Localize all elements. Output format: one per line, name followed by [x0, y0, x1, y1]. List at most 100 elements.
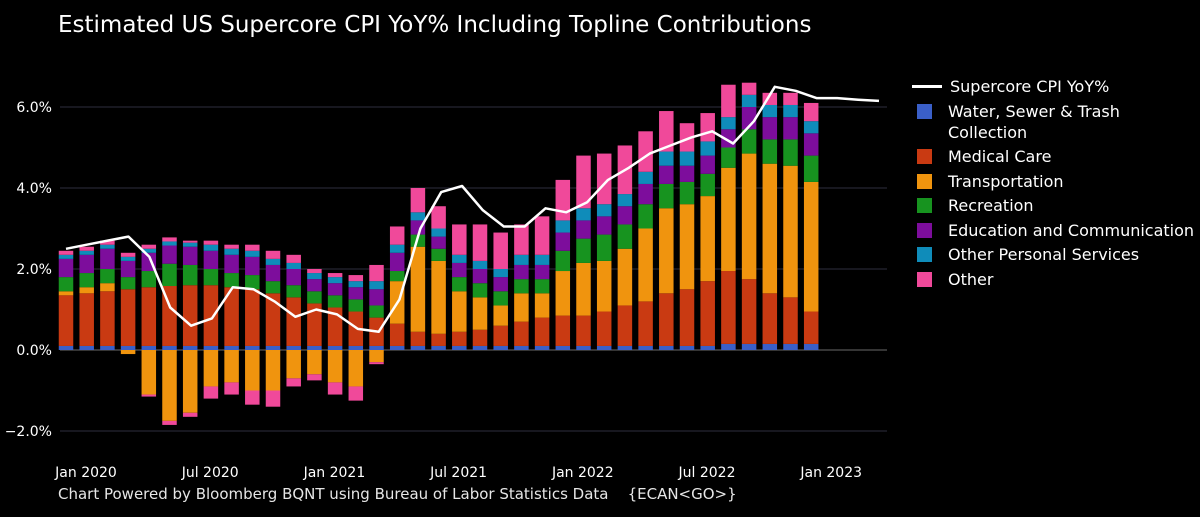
bar-segment — [182, 350, 198, 413]
bar-segment-other-negative — [203, 386, 219, 399]
bar-segment — [245, 289, 260, 346]
legend-entry[interactable]: Education and Communication — [912, 220, 1197, 241]
legend-entry-supercore[interactable]: Supercore CPI YoY% — [912, 76, 1197, 97]
bar-segment — [762, 139, 778, 164]
bar-segment — [803, 343, 819, 350]
bar-segment — [245, 350, 260, 391]
bar-segment — [617, 224, 633, 249]
bar-segment — [348, 350, 364, 387]
bar-segment — [224, 350, 239, 383]
y-tick-label: −2.0% — [5, 424, 52, 440]
bar-segment — [576, 155, 591, 209]
bar-segment — [783, 104, 798, 118]
bar-segment — [803, 102, 819, 122]
bar-segment — [162, 345, 177, 350]
bar-segment — [721, 343, 736, 350]
bar-segment — [493, 305, 508, 326]
bar-segment — [617, 305, 633, 346]
bar-segment — [224, 345, 239, 350]
bar-segment — [452, 277, 467, 292]
bar-segment — [576, 315, 591, 346]
bar-segment — [679, 123, 695, 152]
bar-segment — [741, 279, 757, 344]
bar-stack — [431, 206, 446, 350]
legend-line-swatch — [912, 85, 942, 88]
bar-segment — [596, 216, 612, 235]
bar-segment — [472, 260, 488, 269]
legend-entry[interactable]: Transportation — [912, 171, 1197, 192]
y-axis: −2.0% 0.0% 2.0% 4.0% 6.0% — [5, 100, 52, 440]
legend-entry[interactable]: Other — [912, 269, 1197, 290]
y-tick-label: 4.0% — [16, 181, 52, 197]
bar-segment — [514, 321, 529, 346]
bar-stack — [327, 273, 343, 395]
bar-segment — [638, 171, 653, 184]
bar-segment — [576, 345, 591, 350]
bar-segment — [659, 111, 674, 152]
bar-segment — [576, 238, 591, 263]
footnote: Chart Powered by Bloomberg BQNT using Bu… — [58, 485, 737, 503]
bar-stack — [58, 250, 74, 350]
bar-segment — [79, 250, 94, 255]
bar-segment — [245, 256, 260, 276]
bar-segment — [452, 291, 467, 332]
bar-segment — [721, 271, 736, 344]
legend-color-swatch — [917, 173, 932, 189]
bar-segment — [700, 173, 715, 197]
bar-stack — [514, 224, 529, 350]
bar-segment — [638, 345, 653, 350]
bar-stack — [638, 131, 653, 350]
bar-segment — [203, 250, 219, 269]
bar-segment-other-negative — [224, 382, 239, 395]
bar-segment — [596, 260, 612, 312]
bar-segment — [369, 281, 384, 290]
bar-segment — [389, 226, 405, 245]
bar-segment — [617, 345, 633, 350]
bar-segment — [431, 228, 446, 237]
bar-segment — [203, 350, 219, 387]
bar-segment — [721, 167, 736, 272]
bar-segment — [182, 240, 198, 243]
bar-segment — [58, 277, 74, 292]
bar-segment — [452, 224, 467, 255]
bar-segment — [327, 350, 343, 383]
bar-segment — [100, 244, 115, 249]
bar-segment — [224, 244, 239, 249]
bar-segment — [452, 331, 467, 346]
bar-segment — [514, 254, 529, 265]
bar-segment — [327, 283, 343, 296]
legend-entry[interactable]: Medical Care — [912, 146, 1197, 167]
bar-segment — [286, 254, 301, 263]
bar-segment-other-negative — [141, 394, 157, 397]
bar-segment — [431, 333, 446, 346]
legend-color-swatch — [917, 247, 932, 262]
bar-segment — [369, 345, 384, 350]
bar-stack — [596, 153, 612, 350]
bar-stack — [534, 216, 550, 350]
bar-segment — [679, 289, 695, 346]
bar-stack — [100, 240, 115, 350]
legend-entry[interactable]: Water, Sewer & Trash Collection — [912, 101, 1197, 143]
legend-entry[interactable]: Other Personal Services — [912, 244, 1197, 265]
bar-segment — [783, 117, 798, 140]
bar-segment — [224, 287, 239, 346]
bar-segment — [431, 345, 446, 350]
legend-label: Transportation — [948, 171, 1064, 191]
bar-segment-other-negative — [286, 378, 301, 387]
bar-segment — [721, 117, 736, 130]
bar-segment — [700, 155, 715, 174]
legend-entry[interactable]: Recreation — [912, 195, 1197, 216]
bar-segment — [576, 220, 591, 239]
bar-segment — [803, 121, 819, 134]
bar-segment — [659, 208, 674, 294]
bar-segment — [79, 293, 94, 346]
bar-segment — [369, 305, 384, 318]
bar-segment — [265, 258, 281, 265]
bar-segment — [100, 345, 115, 350]
bar-segment — [162, 245, 177, 264]
legend-label: Supercore CPI YoY% — [950, 77, 1110, 96]
bar-segment — [762, 343, 778, 350]
bar-stack — [265, 250, 281, 407]
bar-segment — [555, 220, 571, 233]
bar-segment — [431, 206, 446, 229]
